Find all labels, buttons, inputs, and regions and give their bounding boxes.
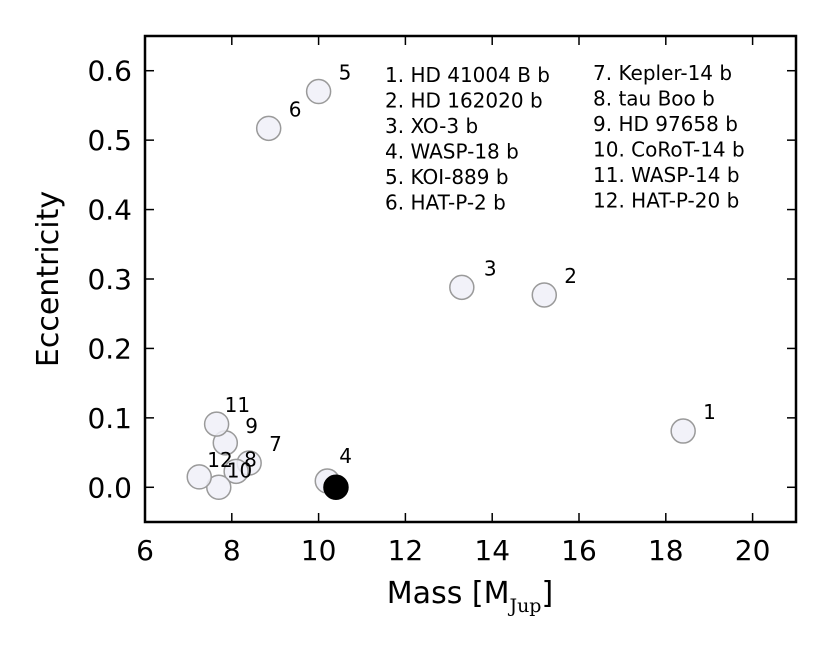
ticks: 6 8 10 12 14 16 18 200.00.10.20.30.40.50.6 [87, 36, 796, 567]
legend-entry: 2. HD 162020 b [385, 89, 543, 113]
x-tick-label: 6 [136, 534, 154, 567]
data-point [206, 474, 232, 501]
x-tick-label: 18 [648, 534, 684, 567]
x-tick-label: 10 [301, 534, 337, 567]
point-label: 12 [207, 448, 232, 472]
point-label: 4 [339, 444, 352, 468]
x-axis-title-close: ] [541, 576, 553, 611]
data-point [449, 274, 475, 301]
x-tick-label: 8 [223, 534, 241, 567]
data-point [305, 78, 332, 105]
data-point [531, 282, 558, 308]
x-axis-title-main: Mass [M [387, 576, 510, 611]
y-tick-label: 0.6 [87, 55, 132, 88]
point-label: 6 [289, 97, 302, 121]
point-label: 3 [484, 256, 497, 280]
y-tick-label: 0.1 [87, 402, 132, 435]
point-label: 8 [244, 447, 257, 471]
legend-entry: 10. CoRoT-14 b [593, 138, 745, 162]
x-axis-title: Mass [MJup] [387, 576, 553, 617]
legend-entry: 6. HAT-P-2 b [385, 191, 506, 215]
legend-entry: 7. Kepler-14 b [593, 61, 732, 85]
y-tick-label: 0.4 [87, 194, 132, 227]
legend-entry: 11. WASP-14 b [593, 163, 740, 187]
data-point [223, 458, 249, 485]
legend-entry: 12. HAT-P-20 b [593, 189, 739, 213]
point-label: 10 [227, 458, 252, 482]
legend-entry: 5. KOI-889 b [385, 165, 509, 189]
point-label: 11 [225, 393, 250, 417]
y-tick-label: 0.5 [87, 124, 132, 157]
x-tick-label: 20 [735, 534, 771, 567]
y-axis-title: Eccentricity [31, 191, 66, 367]
x-tick-label: 12 [388, 534, 424, 567]
x-axis-title-subscript: Jup [507, 595, 541, 617]
y-tick-label: 0.3 [87, 263, 132, 296]
legend: 1. HD 41004 B b2. HD 162020 b3. XO-3 b4.… [385, 61, 745, 215]
legend-entry: 1. HD 41004 B b [385, 63, 550, 87]
x-tick-label: 14 [474, 534, 510, 567]
data-point [670, 418, 696, 444]
point-label: 9 [245, 414, 258, 438]
point-label: 7 [269, 432, 282, 456]
point-label: 5 [339, 61, 352, 85]
legend-entry: 9. HD 97658 b [593, 112, 738, 136]
data-point [255, 115, 282, 142]
point-label: 1 [703, 400, 716, 424]
y-tick-label: 0.2 [87, 332, 132, 365]
legend-entry: 4. WASP-18 b [385, 140, 519, 164]
y-tick-label: 0.0 [87, 471, 132, 504]
data-point [186, 464, 212, 490]
point-label: 2 [564, 264, 577, 288]
highlighted-point [323, 474, 349, 501]
x-tick-label: 16 [561, 534, 597, 567]
legend-entry: 3. XO-3 b [385, 114, 478, 138]
legend-entry: 8. tau Boo b [593, 87, 715, 111]
data-point [203, 411, 230, 437]
